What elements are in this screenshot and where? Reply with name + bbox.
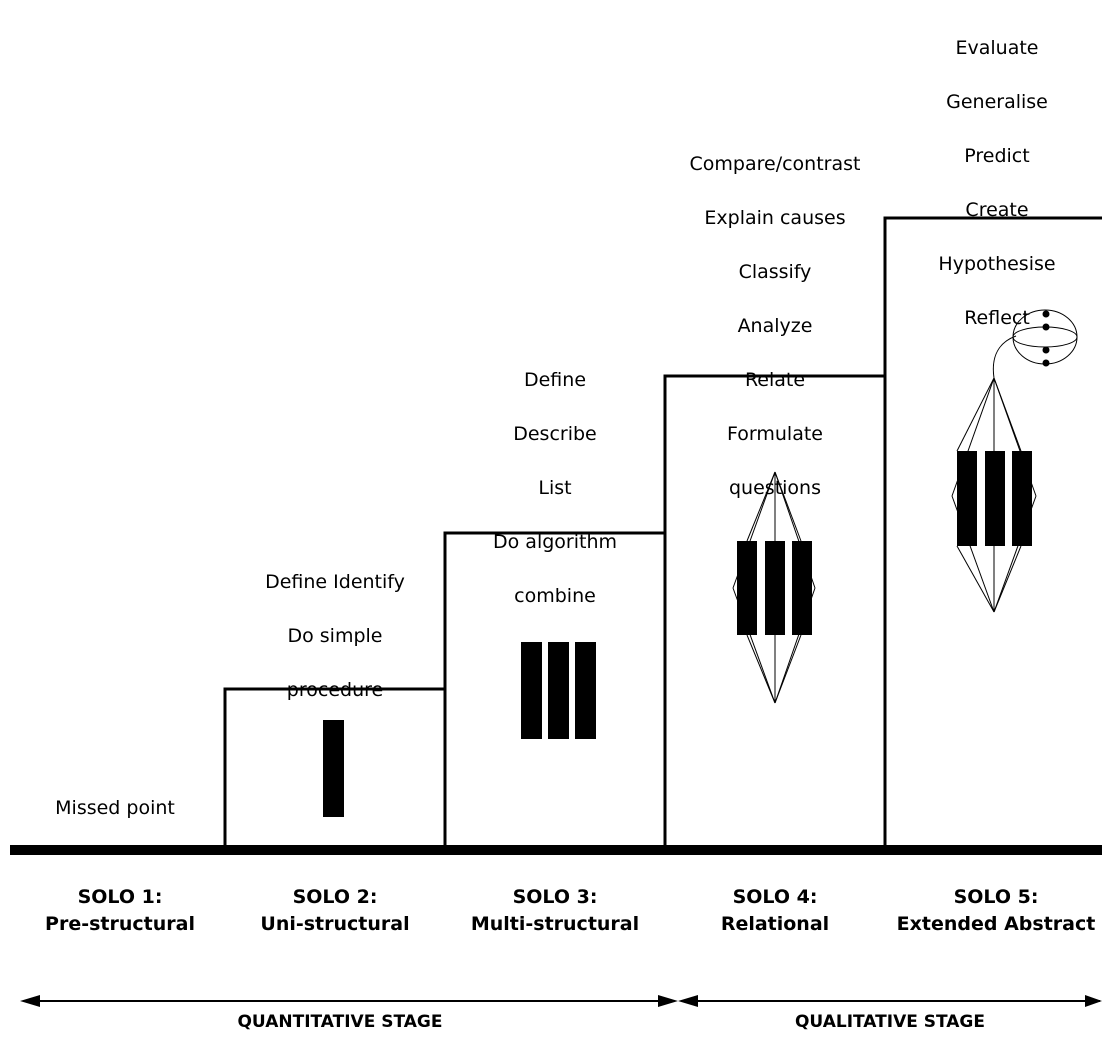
knowledge-bar (765, 541, 785, 635)
solo5-label: SOLO 5: Extended Abstract (896, 886, 1096, 935)
knowledge-bar (575, 642, 596, 739)
quantitative-stage-arrow (20, 995, 678, 1007)
extended-abstract-glyph (951, 309, 1078, 613)
multi-structural-glyph (521, 642, 596, 739)
knowledge-bar (1012, 451, 1032, 546)
knowledge-bar (737, 541, 757, 635)
knowledge-bar (548, 642, 569, 739)
solo2-label: SOLO 2: Uni-structural (260, 886, 410, 935)
quantitative-stage-label: QUANTITATIVE STAGE (237, 1012, 443, 1032)
qualitative-stage-arrow (678, 995, 1102, 1007)
ground-line (10, 845, 1102, 855)
relational-glyph (732, 471, 816, 704)
solo3-verbs: Define Describe List Do algorithm combin… (493, 369, 617, 607)
knowledge-bar (957, 451, 977, 546)
knowledge-bar (985, 451, 1005, 546)
solo5-verbs: Evaluate Generalise Predict Create Hypot… (938, 37, 1056, 329)
solo3-label: SOLO 3: Multi-structural (470, 886, 640, 935)
knowledge-bar (323, 720, 344, 817)
solo4-label: SOLO 4: Relational (720, 886, 830, 935)
solo2-verbs: Define Identify Do simple procedure (265, 571, 405, 701)
qualitative-stage-label: QUALITATIVE STAGE (794, 1012, 985, 1032)
solo1-verbs: Missed point (55, 797, 175, 819)
solo4-verbs: Compare/contrast Explain causes Classify… (689, 153, 861, 499)
solo1-label: SOLO 1: Pre-structural (45, 886, 195, 935)
knowledge-bar (521, 642, 542, 739)
step-outline (883, 216, 1102, 850)
knowledge-bar (792, 541, 812, 635)
uni-structural-glyph (323, 720, 344, 817)
